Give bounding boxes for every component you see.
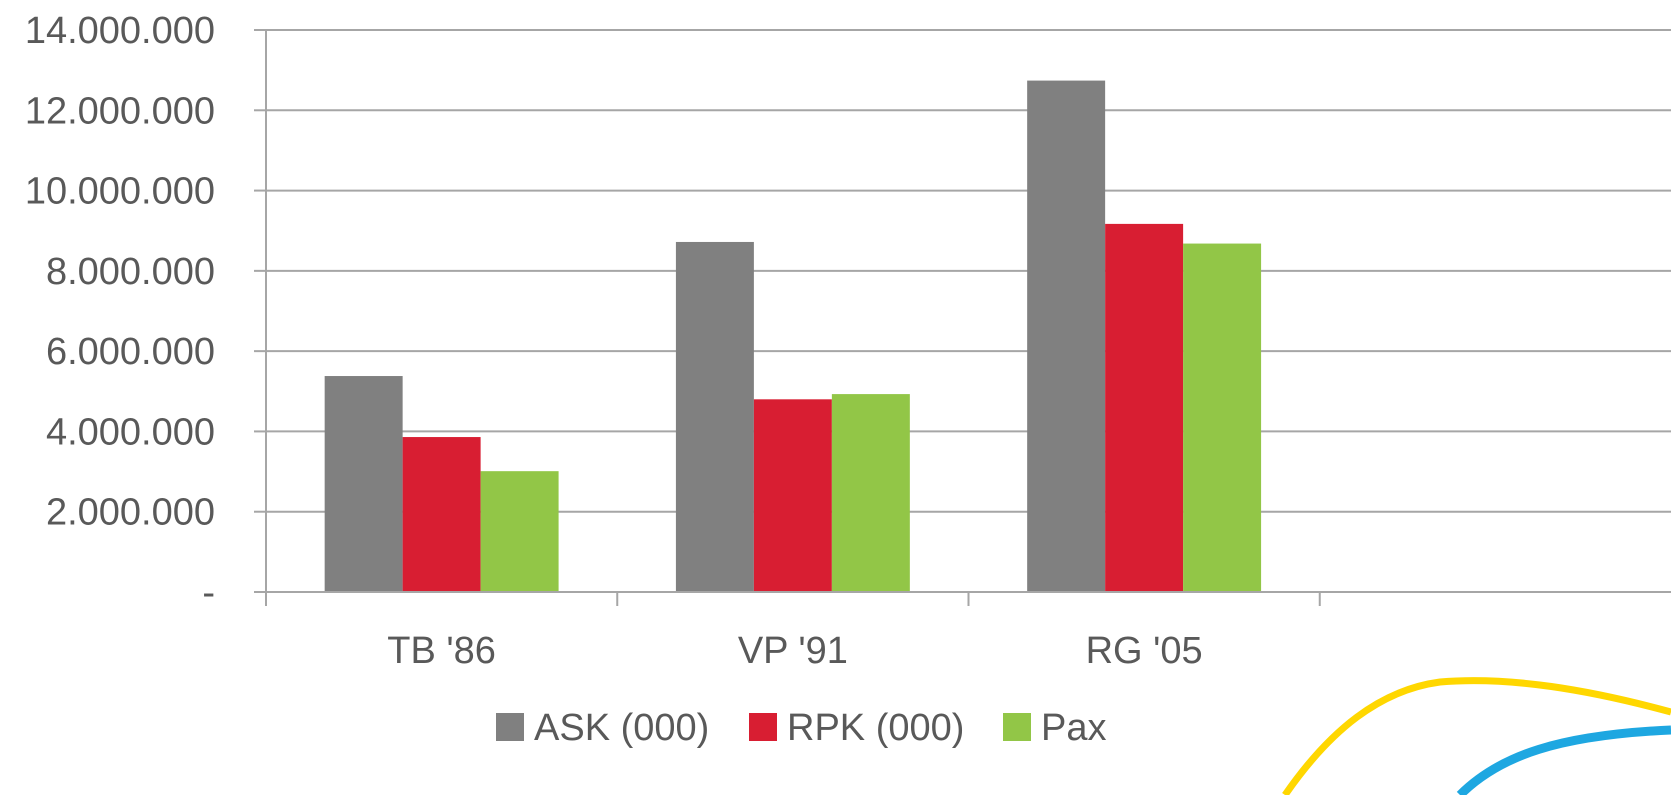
x-tick-label: VP '91	[738, 630, 848, 672]
y-tick-label: -	[202, 572, 215, 614]
legend-label: Pax	[1041, 707, 1106, 749]
bar	[1105, 223, 1184, 592]
x-tick-label: TB '86	[387, 630, 496, 672]
bar	[831, 394, 910, 592]
legend-label: ASK (000)	[534, 707, 709, 749]
bar	[1027, 80, 1106, 592]
y-tick-label: 12.000.000	[25, 90, 215, 132]
legend-label: RPK (000)	[787, 707, 964, 749]
yellow-swoosh	[1282, 677, 1671, 795]
legend-swatch	[496, 713, 524, 741]
legend-swatch	[749, 713, 777, 741]
blue-swoosh	[1456, 725, 1671, 795]
y-tick-label: 2.000.000	[46, 492, 215, 534]
y-tick-label: 6.000.000	[46, 331, 215, 373]
x-tick-label: RG '05	[1086, 630, 1203, 672]
bars	[324, 80, 1262, 592]
axes	[265, 30, 1671, 606]
y-tick-label: 8.000.000	[46, 251, 215, 293]
grid-lines	[266, 29, 1671, 513]
y-axis-ticks: - 2.000.000 4.000.000 6.000.000 8.000.000 10.…	[25, 10, 266, 614]
x-axis-labels: TB '86 VP '91 RG '05	[387, 630, 1202, 672]
y-tick-label: 10.000.000	[25, 171, 215, 213]
bar	[753, 399, 832, 592]
legend: ASK (000) RPK (000) Pax	[496, 707, 1106, 749]
bar	[675, 241, 754, 592]
bar	[480, 471, 559, 592]
y-tick-label: 14.000.000	[25, 10, 215, 52]
decorative-swoosh	[1282, 677, 1671, 795]
bar	[324, 376, 403, 592]
legend-swatch	[1003, 713, 1031, 741]
y-tick-label: 4.000.000	[46, 411, 215, 453]
bar	[402, 437, 481, 592]
bar	[1183, 243, 1262, 592]
